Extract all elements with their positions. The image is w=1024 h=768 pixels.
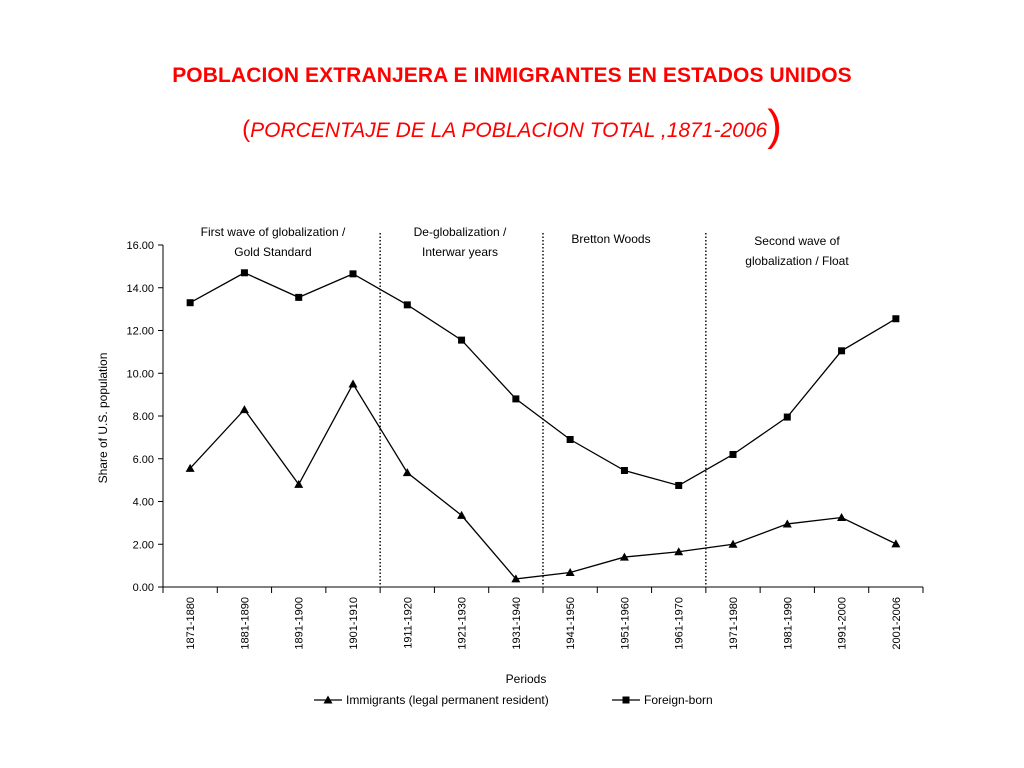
y-tick-label: 2.00 xyxy=(133,539,154,551)
data-point-triangle xyxy=(728,539,738,548)
data-point-square xyxy=(566,436,574,444)
y-axis-ticks: 0.00 2.00 4.00 6.00 8.00 10.00 12.00 14.00 16.00 xyxy=(126,240,163,594)
x-tick-label: 1961-1970 xyxy=(674,597,686,650)
data-point-square xyxy=(458,336,466,344)
x-tick-label: 1871-1880 xyxy=(185,597,197,650)
data-point-square xyxy=(620,467,628,475)
data-point-square xyxy=(783,413,791,421)
series-markers xyxy=(185,269,901,583)
period-label: De-globalization / xyxy=(414,225,507,239)
x-tick-label: 2001-2006 xyxy=(891,597,903,650)
page-subtitle: (PORCENTAJE DE LA POBLACION TOTAL ,1871-… xyxy=(0,104,1024,148)
period-label: Interwar years xyxy=(422,245,498,259)
data-point-triangle xyxy=(782,519,792,528)
data-point-triangle xyxy=(674,547,684,556)
legend-marker-triangle xyxy=(323,695,333,704)
series-line-triangle xyxy=(189,382,897,580)
x-tick-label: 1901-1910 xyxy=(348,597,360,650)
data-point-triangle xyxy=(402,468,412,477)
x-tick-label: 1981-1990 xyxy=(782,597,794,650)
x-tick-label: 1971-1980 xyxy=(728,597,740,650)
data-point-triangle xyxy=(457,510,467,519)
data-point-square xyxy=(240,269,248,277)
data-point-triangle xyxy=(348,379,358,388)
period-label: First wave of globalization / xyxy=(201,225,346,239)
y-axis-label: Share of U.S. population xyxy=(96,353,110,484)
data-point-square xyxy=(186,299,194,307)
y-tick-label: 12.00 xyxy=(126,326,154,338)
data-point-triangle xyxy=(239,405,249,414)
legend-label: Immigrants (legal permanent resident) xyxy=(346,693,549,707)
data-point-triangle xyxy=(511,574,521,583)
data-point-square xyxy=(349,270,357,278)
page-title: POBLACION EXTRANJERA E INMIGRANTES EN ES… xyxy=(172,64,852,87)
data-point-square xyxy=(675,481,683,489)
y-tick-label: 16.00 xyxy=(126,240,154,252)
x-tick-label: 1931-1940 xyxy=(511,597,523,650)
y-tick-label: 14.00 xyxy=(126,283,154,295)
y-tick-label: 10.00 xyxy=(126,368,154,380)
series-line-square xyxy=(189,272,897,487)
period-dividers xyxy=(379,233,707,587)
period-label: Second wave of xyxy=(754,234,840,248)
x-tick-label: 1951-1960 xyxy=(619,597,631,650)
x-tick-label: 1941-1950 xyxy=(565,597,577,650)
legend-label: Foreign-born xyxy=(644,693,713,707)
period-label: Bretton Woods xyxy=(571,232,650,246)
data-point-triangle xyxy=(185,463,195,472)
subtitle-close-paren: ) xyxy=(767,101,782,150)
data-point-triangle xyxy=(837,513,847,522)
data-point-square xyxy=(295,293,303,301)
legend-marker-square xyxy=(622,696,630,704)
x-tick-label: 1891-1900 xyxy=(294,597,306,650)
x-tick-label: 1921-1930 xyxy=(457,597,469,650)
subtitle-open-paren: ( xyxy=(242,116,251,143)
data-point-triangle xyxy=(619,552,629,561)
data-point-square xyxy=(403,301,411,309)
x-tick-label: 1881-1890 xyxy=(239,597,251,650)
y-tick-label: 4.00 xyxy=(133,497,154,509)
x-tick-label: 1991-2000 xyxy=(837,597,849,650)
data-point-triangle xyxy=(294,479,304,488)
data-point-square xyxy=(729,450,737,458)
data-point-square xyxy=(838,347,846,355)
series-lines xyxy=(189,272,897,580)
period-label: globalization / Float xyxy=(745,254,849,268)
y-tick-label: 0.00 xyxy=(133,582,154,594)
data-point-square xyxy=(512,395,520,403)
subtitle-text: PORCENTAJE DE LA POBLACION TOTAL ,1871-2… xyxy=(250,119,768,142)
data-point-triangle xyxy=(891,539,901,548)
period-label: Gold Standard xyxy=(234,245,311,259)
y-tick-label: 6.00 xyxy=(133,454,154,466)
x-tick-label: 1911-1920 xyxy=(402,597,414,649)
chart-legend: Immigrants (legal permanent resident) For… xyxy=(314,693,713,707)
x-axis-ticks: 1871-1880 1881-1890 1891-1900 1901-1910 1911… xyxy=(162,587,924,650)
data-point-square xyxy=(892,315,900,323)
y-tick-label: 8.00 xyxy=(133,411,154,423)
x-axis-label: Periods xyxy=(506,672,547,686)
data-point-triangle xyxy=(565,567,575,576)
period-labels: First wave of globalization / Gold Standa… xyxy=(201,225,850,268)
